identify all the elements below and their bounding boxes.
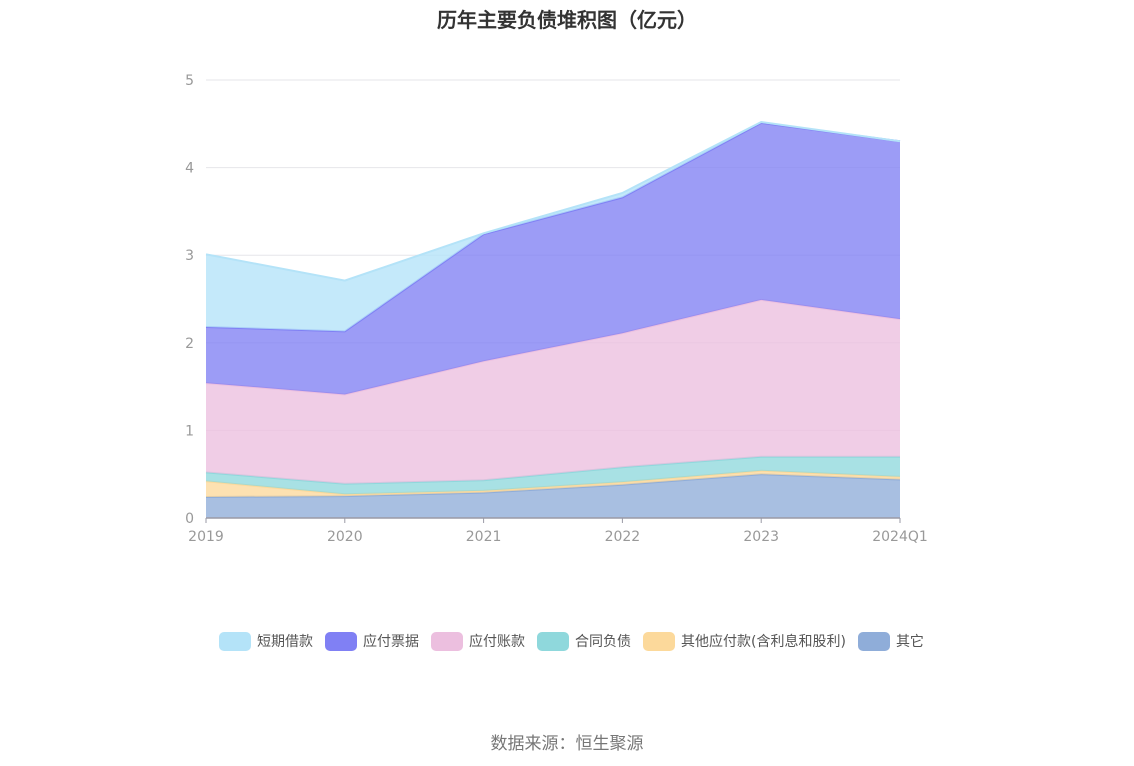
y-tick-label: 0	[185, 511, 194, 527]
legend-item[interactable]: 短期借款	[219, 630, 313, 652]
legend-label: 其它	[895, 634, 924, 650]
area-其他应付款(含利息和股利)	[206, 470, 900, 497]
area-其它	[206, 474, 900, 518]
x-tick-label: 2021	[466, 529, 502, 545]
x-tick-label: 2022	[605, 529, 641, 545]
x-tick-label: 2023	[743, 529, 779, 545]
legend-swatch	[643, 631, 675, 651]
y-tick-label: 2	[185, 336, 194, 352]
x-axis-labels: 2019 2020 2021 2022 2023 2024Q1	[188, 529, 928, 545]
area-应付票据	[206, 122, 900, 395]
x-tick-label: 2019	[188, 529, 224, 545]
y-axis-labels: 0 1 2 3 4 5	[185, 73, 194, 527]
x-tick-label: 2020	[327, 529, 363, 545]
x-axis	[205, 517, 901, 523]
area-合同负债	[206, 456, 900, 495]
legend-label: 合同负债	[575, 634, 631, 650]
legend-label: 应付票据	[363, 634, 419, 650]
legend-swatch	[537, 631, 569, 651]
legend-item[interactable]: 应付票据	[325, 630, 419, 652]
legend-item[interactable]: 其它	[857, 630, 924, 652]
legend-swatch	[325, 631, 357, 651]
legend-swatch	[219, 631, 251, 651]
legend-label: 其他应付款(含利息和股利)	[681, 634, 846, 650]
legend: 短期借款 应付票据 应付账款 合同负债 其他应付款(含利息和股利) 其它	[219, 630, 939, 664]
legend-label: 应付账款	[469, 634, 525, 650]
legend-label: 短期借款	[257, 634, 313, 650]
chart-title: 历年主要负债堆积图（亿元）	[437, 8, 697, 32]
line-短期借款	[205, 120, 901, 282]
area-应付账款	[206, 299, 900, 484]
legend-swatch	[857, 631, 890, 651]
y-tick-label: 5	[185, 73, 194, 89]
y-tick-label: 3	[185, 248, 194, 264]
area-series	[205, 120, 901, 518]
area-短期借款	[206, 122, 900, 332]
legend-swatch	[431, 631, 463, 651]
line-其他应付款(含利息和股利)	[205, 469, 901, 496]
legend-item[interactable]: 应付账款	[431, 630, 525, 652]
y-tick-label: 1	[185, 423, 194, 439]
stacked-area-chart: 0 1 2 3 4 5 2019 2020 2021 2022 2023 2024Q1	[185, 73, 928, 545]
data-source: 数据来源：恒生聚源	[490, 734, 644, 754]
y-tick-label: 4	[185, 161, 194, 177]
legend-item[interactable]: 合同负债	[537, 630, 631, 652]
legend-item[interactable]: 其他应付款(含利息和股利)	[643, 630, 846, 652]
x-tick-label: 2024Q1	[872, 529, 928, 545]
